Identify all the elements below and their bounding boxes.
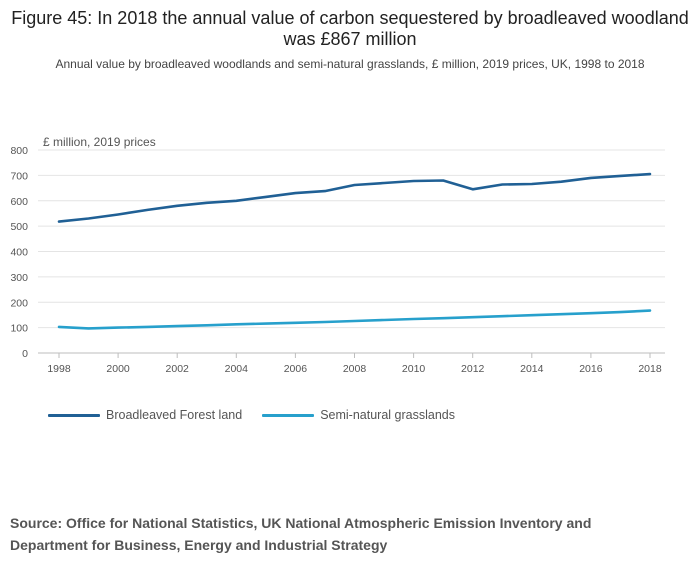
legend-swatch-grasslands: [262, 413, 315, 417]
line-chart: 0 100 200 300 400 500 600 700 800 1998 2000 2002 200…: [10, 135, 665, 375]
x-tick-label: 2018: [638, 363, 662, 375]
x-tick-label: 2006: [284, 363, 308, 375]
x-tick-label: 2008: [343, 363, 367, 375]
y-tick-label: 600: [10, 196, 28, 208]
y-tick-label: 800: [10, 145, 28, 157]
chart-title: Figure 45: In 2018 the annual value of c…: [11, 8, 689, 49]
legend-label-grasslands: Semi-natural grasslands: [320, 408, 455, 422]
legend: Broadleaved Forest land Semi-natural gra…: [48, 408, 475, 422]
x-tick-label: 2012: [461, 363, 485, 375]
series-line-grasslands[interactable]: [57, 309, 652, 330]
x-tick-label: 2000: [106, 363, 130, 375]
legend-swatch-broadleaved: [48, 413, 100, 417]
gridlines: [38, 149, 665, 329]
x-tick-label: 2016: [579, 363, 603, 375]
y-tick-label: 300: [10, 272, 28, 284]
source-line-1: Source: Office for National Statistics, …: [10, 515, 592, 531]
series-lines: [57, 172, 652, 330]
y-tick-label: 400: [10, 247, 28, 259]
y-axis-label: £ million, 2019 prices: [43, 135, 156, 149]
y-tick-label: 500: [10, 221, 28, 233]
y-tick-label: 200: [10, 297, 28, 309]
y-tick-label: 100: [10, 323, 28, 335]
x-tick-label: 2010: [402, 363, 426, 375]
source-note: Source: Office for National Statistics, …: [10, 512, 650, 556]
legend-item-grasslands[interactable]: Semi-natural grasslands: [262, 408, 455, 422]
x-tick-label: 2002: [166, 363, 190, 375]
chart-subtitle: Annual value by broadleaved woodlands an…: [55, 57, 645, 71]
y-tick-label: 0: [22, 348, 28, 360]
legend-item-broadleaved[interactable]: Broadleaved Forest land: [48, 408, 242, 422]
series-line-broadleaved[interactable]: [57, 172, 652, 223]
x-tick-label: 2004: [225, 363, 249, 375]
x-tick-label: 1998: [47, 363, 71, 375]
legend-label-broadleaved: Broadleaved Forest land: [106, 408, 243, 422]
axes: [38, 352, 665, 358]
y-tick-label: 700: [10, 170, 28, 182]
source-line-2: Department for Business, Energy and Indu…: [10, 537, 388, 553]
tick-labels: 0 100 200 300 400 500 600 700 800 1998 2000 2002 200…: [10, 145, 661, 375]
x-tick-label: 2014: [520, 363, 544, 375]
